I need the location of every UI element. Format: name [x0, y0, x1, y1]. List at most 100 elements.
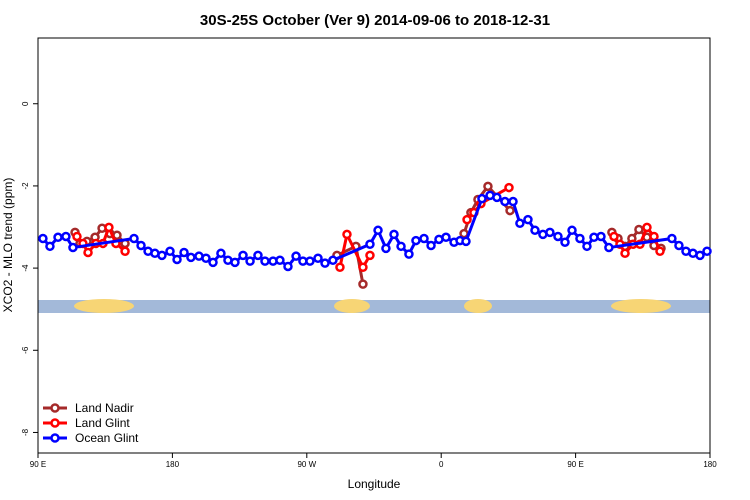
point: [230, 257, 240, 268]
point: [291, 251, 301, 261]
point: [129, 233, 139, 244]
point: [104, 222, 114, 233]
land: [74, 299, 134, 313]
land: [464, 299, 492, 313]
y-tick-label: -2: [21, 182, 30, 190]
point: [216, 248, 226, 259]
point: [523, 214, 533, 225]
point: [483, 181, 493, 192]
x-axis-label: Longitude: [348, 477, 401, 491]
point: [253, 250, 263, 261]
legend-label: Land Glint: [75, 416, 130, 430]
point: [320, 258, 330, 268]
point: [260, 256, 270, 266]
point: [172, 254, 182, 265]
x-tick-label: 180: [166, 460, 180, 469]
legend-marker: [50, 418, 60, 428]
point: [275, 255, 285, 266]
point: [283, 261, 293, 272]
point: [462, 214, 472, 225]
point: [674, 240, 684, 251]
point: [609, 231, 619, 242]
x-tick-label: 180: [703, 460, 717, 469]
land-band: [38, 299, 710, 313]
point: [642, 222, 652, 233]
x-tick-label: 0: [439, 460, 444, 469]
point: [649, 231, 659, 242]
point: [38, 233, 48, 244]
land: [611, 299, 671, 313]
x-tick-label: 90 E: [30, 460, 46, 469]
y-tick-label: -4: [21, 264, 30, 272]
point: [441, 232, 451, 243]
point: [604, 242, 614, 253]
band: [38, 300, 710, 313]
legend-label: Ocean Glint: [75, 431, 139, 445]
point: [358, 262, 368, 273]
point: [575, 233, 585, 244]
point: [165, 246, 175, 257]
point: [508, 196, 518, 207]
point: [358, 279, 368, 289]
series-line: [73, 183, 662, 285]
point: [120, 246, 130, 257]
point: [477, 193, 487, 204]
x-tick-label: 90 E: [567, 460, 583, 469]
y-tick-label: -8: [21, 428, 30, 436]
legend-marker: [50, 403, 60, 413]
legend-label: Land Nadir: [75, 401, 134, 415]
point: [53, 232, 63, 243]
point: [505, 205, 515, 216]
point: [365, 250, 375, 261]
point: [560, 237, 570, 247]
point: [404, 249, 414, 259]
point: [419, 233, 429, 244]
point: [328, 255, 338, 266]
point: [373, 225, 383, 236]
y-tick-label: 0: [21, 101, 30, 106]
point: [582, 241, 592, 252]
point: [381, 243, 391, 254]
point: [553, 231, 563, 242]
point: [61, 231, 71, 242]
point: [342, 229, 352, 240]
point: [500, 196, 510, 207]
point: [179, 247, 189, 258]
point: [72, 231, 82, 242]
point: [695, 250, 705, 261]
point: [45, 241, 55, 252]
point: [313, 253, 323, 263]
point: [567, 225, 577, 236]
point: [702, 246, 712, 257]
point: [596, 231, 606, 242]
point: [667, 233, 677, 244]
point: [426, 240, 436, 251]
legend-marker: [50, 433, 60, 443]
point: [365, 239, 375, 250]
chart-title: 30S-25S October (Ver 9) 2014-09-06 to 20…: [200, 12, 550, 29]
point: [620, 248, 630, 259]
point: [335, 262, 345, 273]
point: [530, 225, 540, 236]
y-tick-label: -6: [21, 346, 30, 354]
point: [186, 252, 196, 263]
x-tick-label: 90 W: [297, 460, 316, 469]
point: [545, 227, 555, 238]
point: [396, 241, 406, 252]
point: [157, 250, 167, 261]
point: [68, 242, 78, 253]
point: [245, 256, 255, 266]
land: [334, 299, 370, 313]
point: [389, 229, 399, 240]
point: [515, 218, 525, 229]
point: [305, 256, 315, 266]
point: [461, 236, 471, 247]
point: [136, 240, 146, 251]
y-axis-label: XCO2 - MLO trend (ppm): [1, 178, 15, 313]
point: [238, 250, 248, 261]
point: [655, 246, 665, 257]
point: [504, 182, 514, 193]
point: [201, 253, 211, 263]
point: [411, 235, 421, 246]
